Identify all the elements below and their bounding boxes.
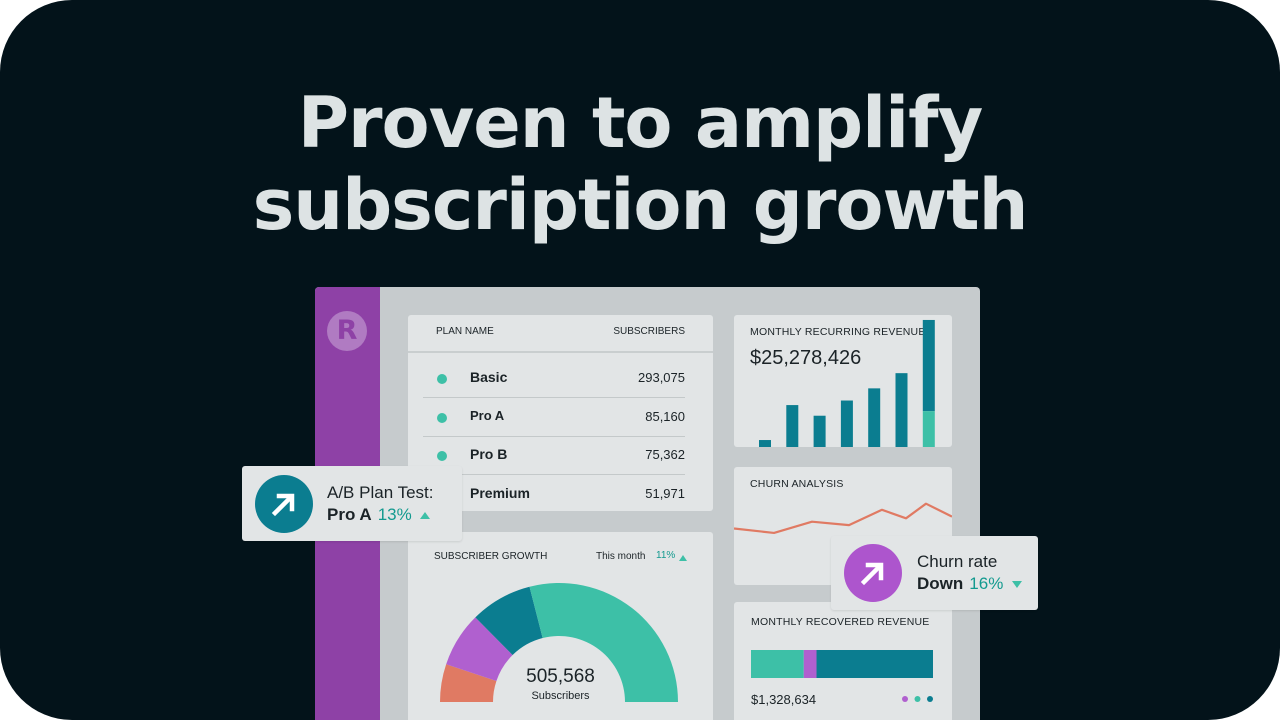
ab-test-plan: Pro A: [327, 505, 372, 524]
growth-total: 505,568: [526, 666, 595, 687]
headline-line-2: subscription growth: [252, 164, 1029, 246]
arrow-up-right-icon: [271, 493, 295, 517]
mrr-bar-top: [868, 388, 881, 447]
donut-slice: [440, 664, 497, 702]
legend-dot: [902, 696, 908, 702]
recovered-title: MONTHLY RECOVERED REVENUE: [751, 616, 930, 628]
mrr-bar-top: [895, 373, 908, 447]
mrr-bar-top: [840, 400, 853, 447]
churn-rate-icon-circle: [844, 544, 902, 602]
mrr-bar-chart: [759, 319, 935, 447]
plan-name: Basic: [470, 369, 508, 385]
column-subscribers[interactable]: SUBSCRIBERS: [613, 326, 685, 337]
growth-donut-chart: [440, 583, 678, 702]
mrr-bar-top: [813, 415, 826, 447]
triangle-down-icon: [1012, 581, 1023, 588]
churn-line-chart: [734, 502, 952, 535]
status-dot: [437, 374, 447, 384]
mrr-bar-top: [759, 440, 771, 447]
plan-subscribers: 85,160: [645, 409, 685, 424]
row-divider: [423, 474, 685, 475]
plan-subscribers: 75,362: [645, 447, 685, 462]
ab-test-label: A/B Plan Test:: [327, 483, 434, 502]
recovered-stacked-bar: [751, 650, 933, 702]
headline: Proven to amplify subscription growth: [0, 82, 1280, 246]
table-row[interactable]: Basic 293,075: [423, 359, 685, 398]
donut-slice: [446, 617, 513, 682]
status-dot: [437, 413, 447, 423]
headline-line-1: Proven to amplify: [297, 82, 984, 164]
growth-period: This month: [596, 551, 646, 562]
ab-test-icon-circle: [255, 475, 313, 533]
churn-rate-status: Down: [917, 574, 964, 593]
recurly-logo[interactable]: R: [327, 311, 367, 351]
row-divider: [423, 397, 685, 398]
recovered-segment: [803, 650, 817, 678]
arrow-up-right-icon: [860, 562, 884, 586]
plan-subscribers: 293,075: [638, 370, 685, 385]
table-row[interactable]: Pro A 85,160: [423, 398, 685, 437]
growth-title: SUBSCRIBER GROWTH: [434, 551, 548, 562]
subscriber-growth-card: SUBSCRIBER GROWTH This month 11% 505,568…: [408, 532, 713, 720]
recovered-value: $1,328,634: [751, 692, 817, 707]
ab-test-callout[interactable]: A/B Plan Test: Pro A 13%: [242, 466, 462, 541]
plan-subscribers: 51,971: [645, 486, 685, 501]
churn-rate-callout[interactable]: Churn rate Down 16%: [831, 536, 1038, 610]
triangle-up-icon: [420, 512, 431, 519]
mrr-bar-top: [922, 319, 935, 412]
churn-rate-label: Churn rate: [917, 552, 998, 571]
ab-test-pct: 13%: [377, 505, 412, 524]
recovered-segment: [816, 650, 933, 678]
mrr-title: MONTHLY RECURRING REVENUE: [750, 326, 926, 338]
ab-test-result: Pro A 13%: [327, 505, 431, 525]
table-row[interactable]: Pro B 75,362: [423, 436, 685, 475]
growth-change: 11%: [656, 550, 676, 561]
growth-total-label: Subscribers: [531, 690, 590, 702]
divider: [408, 351, 713, 353]
mrr-bar-top: [786, 405, 799, 447]
plan-name: Pro A: [470, 408, 505, 423]
legend-dot: [927, 696, 933, 702]
plans-table: PLAN NAME SUBSCRIBERS Basic 293,075 Pro …: [408, 315, 713, 511]
churn-rate-pct: 16%: [969, 574, 1004, 593]
donut-slice: [475, 586, 543, 656]
churn-line: [734, 502, 952, 535]
plan-name: Premium: [470, 485, 530, 501]
row-divider: [423, 436, 685, 437]
status-dot: [437, 451, 447, 461]
mrr-card: MONTHLY RECURRING REVENUE $25,278,426: [734, 315, 952, 447]
mrr-value: $25,278,426: [750, 347, 862, 369]
triangle-up-icon: [679, 555, 687, 561]
recovered-revenue-card: MONTHLY RECOVERED REVENUE $1,328,634: [734, 602, 952, 720]
recovered-segment: [751, 650, 804, 678]
legend-dot: [914, 696, 921, 702]
donut-slice: [529, 583, 678, 702]
column-plan-name[interactable]: PLAN NAME: [436, 326, 494, 337]
plan-name: Pro B: [470, 446, 508, 462]
churn-title: CHURN ANALYSIS: [750, 478, 844, 490]
churn-rate-result: Down 16%: [917, 574, 1023, 594]
mrr-bar-bottom: [922, 411, 935, 447]
table-row[interactable]: Premium 51,971: [423, 475, 685, 514]
